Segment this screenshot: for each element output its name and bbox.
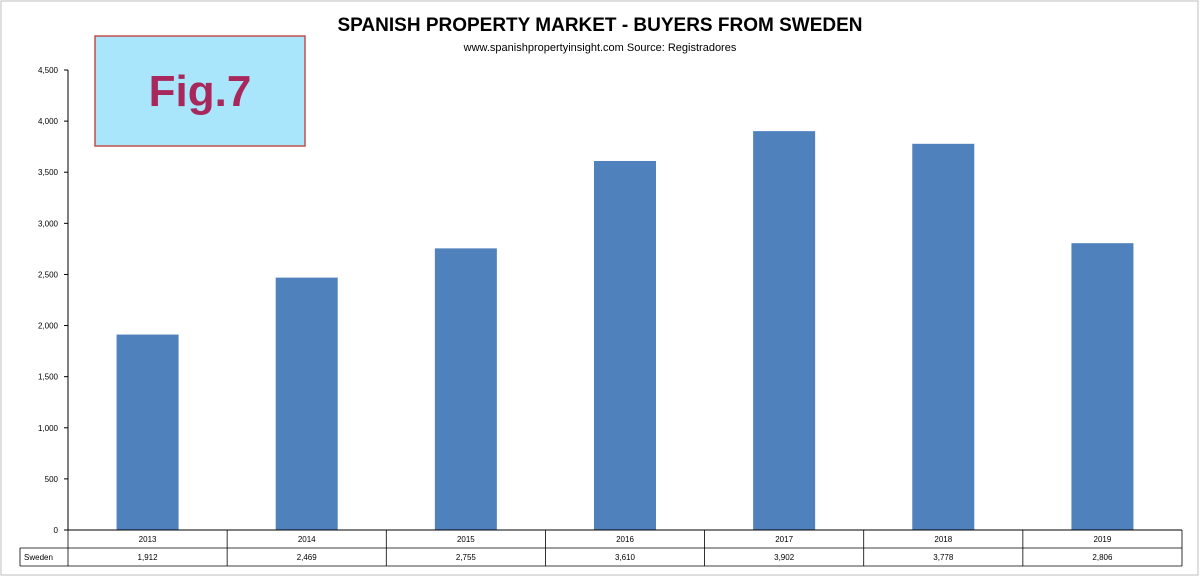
value-cell: 2,806 [1092, 553, 1113, 562]
value-cell: 3,610 [615, 553, 636, 562]
value-cell: 3,902 [774, 553, 795, 562]
y-tick-label: 1,500 [38, 373, 59, 382]
category-label: 2018 [934, 535, 952, 544]
fig-label: Fig.7 [149, 67, 252, 116]
fig-label-box [94, 35, 306, 147]
y-tick-label: 500 [45, 475, 59, 484]
series-label: Sweden [24, 553, 53, 562]
category-label: 2013 [139, 535, 157, 544]
y-tick-label: 3,000 [38, 219, 59, 228]
chart-subtitle: www.spanishpropertyinsight.com Source: R… [463, 42, 737, 54]
value-cell: 2,469 [297, 553, 318, 562]
category-label: 2014 [298, 535, 316, 544]
value-cell: 1,912 [138, 553, 159, 562]
bar-2018 [912, 143, 975, 530]
bar-2016 [594, 160, 656, 530]
bar-2019 [1071, 243, 1134, 531]
y-tick-label: 3,500 [38, 168, 59, 177]
chart-title: SPANISH PROPERTY MARKET - BUYERS FROM SW… [337, 15, 862, 36]
bar-2017 [753, 131, 816, 530]
y-tick-label: 4,500 [38, 66, 59, 75]
y-tick-label: 4,000 [38, 117, 59, 126]
data-table: Sweden 2013 1,912 2014 2,469 2015 2,755 2016 3,6… [19, 529, 1183, 567]
bars [116, 131, 1134, 531]
category-label: 2019 [1094, 535, 1112, 544]
y-tick-label: 0 [54, 526, 59, 535]
category-label: 2016 [616, 535, 634, 544]
bar-2015 [434, 248, 497, 530]
value-cell: 2,755 [456, 553, 477, 562]
category-label: 2017 [775, 535, 793, 544]
y-tick-label: 2,000 [38, 322, 59, 331]
bar-2014 [275, 277, 338, 530]
y-tick-label: 1,000 [38, 424, 59, 433]
bar-2013 [116, 334, 179, 530]
category-label: 2015 [457, 535, 475, 544]
y-tick-label: 2,500 [38, 270, 59, 279]
value-cell: 3,778 [933, 553, 954, 562]
y-axis: 0 500 1,000 1,500 2,000 2,500 3,000 3,500 4,000 4… [38, 66, 69, 535]
